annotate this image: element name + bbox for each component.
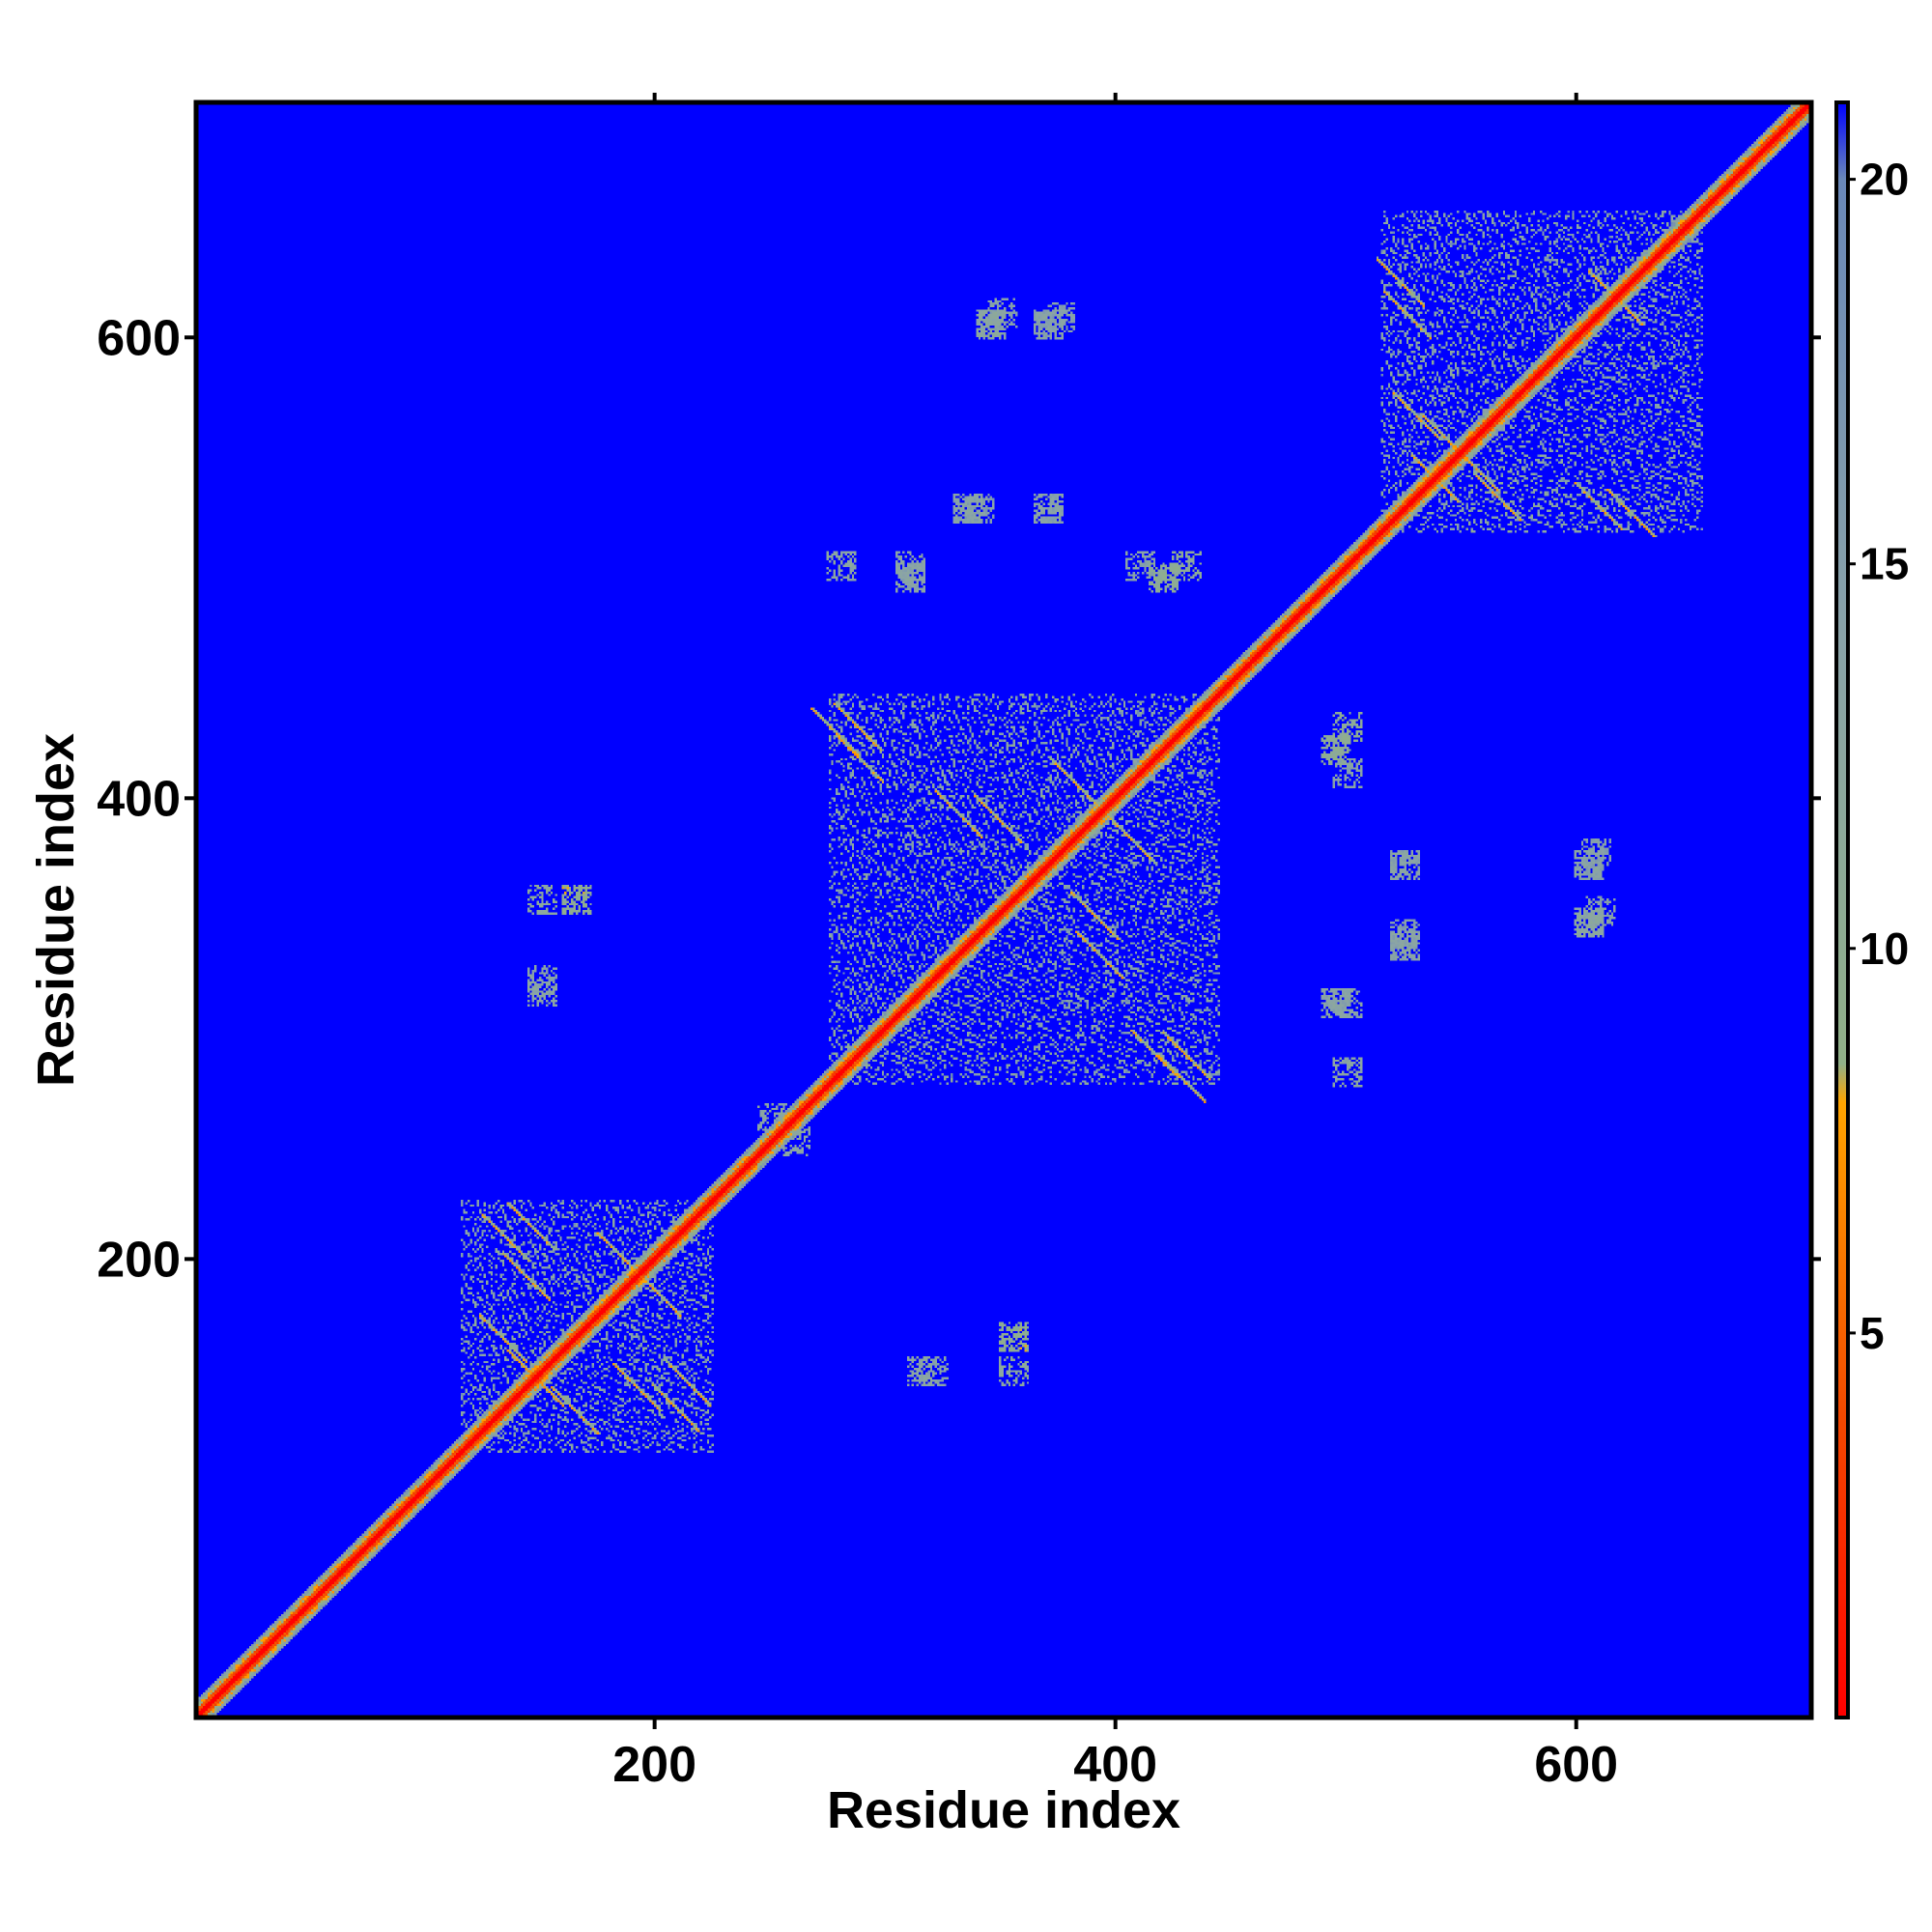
colorbar-tick-label: 20 bbox=[1860, 155, 1909, 205]
colorbar-gradient bbox=[1836, 102, 1848, 1718]
plot-frame bbox=[193, 99, 1814, 1720]
x-tick-label: 200 bbox=[612, 1737, 696, 1793]
y-axis-title: Residue index bbox=[27, 733, 85, 1087]
y-tick-label: 400 bbox=[97, 771, 181, 827]
colorbar: 5 10 15 20 bbox=[1834, 100, 1909, 1719]
heatmap-image bbox=[196, 102, 1811, 1718]
colorbar-ticks: 5 10 15 20 bbox=[1848, 155, 1909, 1358]
x-axis-ticks: 200 400 600 bbox=[612, 93, 1618, 1793]
colorbar-tick-label: 5 bbox=[1860, 1308, 1885, 1358]
y-tick-label: 600 bbox=[97, 310, 181, 366]
y-tick-label: 200 bbox=[97, 1232, 181, 1288]
y-axis-ticks: 200 400 600 bbox=[97, 310, 1821, 1288]
colorbar-tick-label: 10 bbox=[1860, 923, 1909, 974]
colorbar-tick-label: 15 bbox=[1860, 539, 1909, 589]
x-tick-label: 400 bbox=[1073, 1737, 1157, 1793]
heatmap-area bbox=[196, 102, 1811, 1718]
colorbar-frame bbox=[1834, 100, 1850, 1719]
x-axis-title: Residue index bbox=[827, 1781, 1180, 1839]
x-tick-label: 600 bbox=[1534, 1737, 1618, 1793]
